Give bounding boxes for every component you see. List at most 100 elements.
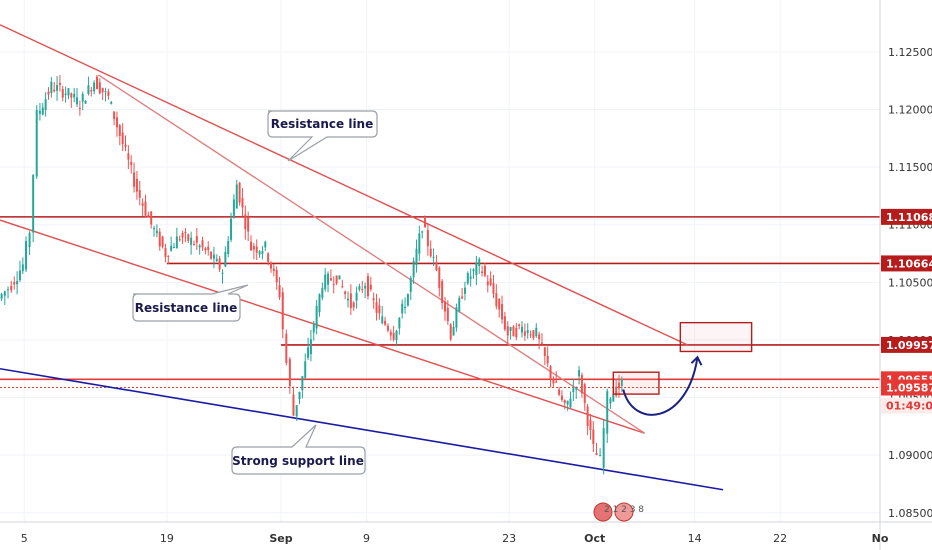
price-badge-label: 1.10664 [886, 257, 932, 270]
candle-body [218, 258, 221, 270]
candle-body [87, 85, 90, 94]
candle-body [498, 299, 501, 310]
candle-body [583, 384, 586, 403]
candle-body [378, 305, 381, 314]
price-tick-label: 1.09000 [888, 449, 932, 462]
candle-body [133, 172, 136, 187]
candle-body [335, 275, 338, 284]
candle-body [41, 107, 44, 115]
countdown-label: 01:49:03 [886, 400, 932, 413]
candle-body [101, 87, 104, 93]
trend-line-lower-descending [98, 74, 646, 434]
candle-body [421, 231, 424, 233]
candle-body [569, 398, 572, 408]
candle-body [138, 190, 141, 198]
candle-body [53, 89, 56, 92]
candle-body [44, 99, 47, 110]
candle-body [443, 301, 446, 312]
candle-body [606, 391, 609, 434]
candle-body [572, 388, 575, 392]
candle-body [526, 330, 529, 334]
candle-body [469, 276, 472, 279]
trend-line-upper-resistance [0, 24, 688, 346]
candle-body [70, 93, 73, 98]
candle-body [309, 339, 312, 355]
time-tick-label: Oct [584, 532, 605, 545]
candle-body [432, 256, 435, 258]
candle-body [538, 334, 541, 340]
candle-body [3, 291, 6, 296]
candle-body [275, 270, 278, 283]
candle-body [264, 241, 267, 248]
candle-body [78, 107, 81, 109]
candle-body [518, 324, 521, 327]
time-tick-label: No [872, 532, 889, 545]
candle-body [327, 273, 330, 285]
callout-resistance-upper: Resistance line [267, 110, 378, 162]
candle-body [184, 232, 187, 234]
candle-body [409, 277, 412, 292]
candle-body [455, 307, 458, 328]
candle-body [347, 298, 350, 301]
candle-body [210, 251, 213, 259]
candle-body [344, 291, 347, 295]
candle-body [578, 370, 581, 377]
candle-body [127, 153, 130, 160]
price-tick-label: 1.10500 [888, 276, 932, 289]
candle-body [535, 327, 538, 337]
candle-body [7, 289, 10, 291]
candle-body [461, 296, 464, 299]
candle-body [489, 278, 492, 285]
candle-body [232, 199, 235, 218]
candle-body [307, 347, 310, 358]
candle-body [395, 330, 398, 341]
candle-body [192, 243, 195, 245]
candle-body [495, 292, 498, 307]
candle-body [73, 93, 76, 98]
candle-body [207, 246, 210, 251]
price-tick-label: 1.11500 [888, 161, 932, 174]
candle-body [298, 391, 301, 400]
time-tick-label: 19 [160, 532, 174, 545]
candle-body [566, 400, 569, 405]
candle-body [118, 125, 121, 136]
candle-body [615, 386, 618, 396]
candle-body [301, 376, 304, 391]
candle-body [178, 239, 181, 241]
candle-body [580, 375, 583, 394]
time-tick-label: 23 [502, 532, 516, 545]
candle-body [269, 262, 272, 269]
candle-body [315, 305, 318, 329]
candle-body [389, 332, 392, 336]
logo-text: 2 1 2 3 8 [604, 505, 644, 515]
candle-body [124, 144, 127, 147]
candle-body [247, 217, 250, 232]
candle-body [204, 248, 207, 251]
candle-body [147, 215, 150, 218]
candle-body [415, 248, 418, 266]
candle-body [318, 294, 321, 313]
callout-resistance-upper-text: Resistance line [271, 117, 374, 131]
candle-body [546, 355, 549, 364]
candle-body [67, 88, 70, 96]
candle-body [173, 246, 176, 248]
candle-body [38, 110, 41, 114]
candle-body [324, 274, 327, 290]
candle-body [486, 281, 489, 286]
candle-body [506, 326, 509, 336]
candle-body [602, 428, 605, 468]
target-box [679, 321, 753, 353]
grid [0, 0, 881, 522]
candle-body [463, 287, 466, 294]
arrow-path [622, 357, 699, 416]
candle-body [492, 283, 495, 294]
time-tick-label: 22 [773, 532, 787, 545]
candle-body [586, 406, 589, 427]
candle-body [110, 101, 113, 104]
candle-body [549, 366, 552, 379]
candle-body [612, 394, 615, 402]
candle-body [392, 332, 395, 340]
candle-body [221, 272, 224, 274]
